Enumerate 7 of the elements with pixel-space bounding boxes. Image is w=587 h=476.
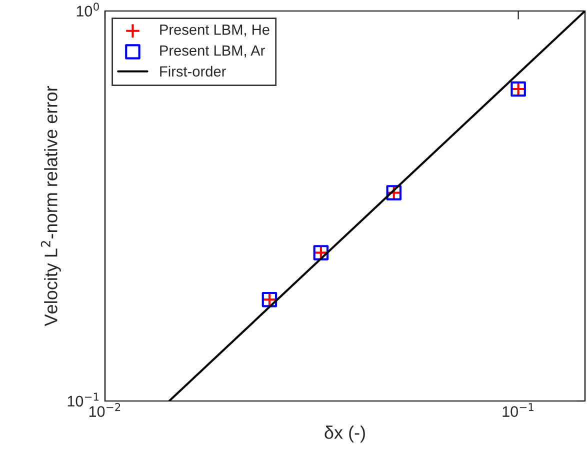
legend-label: Present LBM, He <box>160 24 270 37</box>
x-tick-label: 10$^{−2}$ <box>89 403 120 417</box>
y-tick-label: 10$^{0}$ <box>76 2 99 17</box>
legend-label: First-order <box>160 66 226 77</box>
legend-label: Present LBM, Ar <box>160 46 265 58</box>
y-axis-title: Velocity L$^{2}$-norm relative error <box>40 86 61 326</box>
x-axis-title: δx (-) <box>324 426 365 442</box>
